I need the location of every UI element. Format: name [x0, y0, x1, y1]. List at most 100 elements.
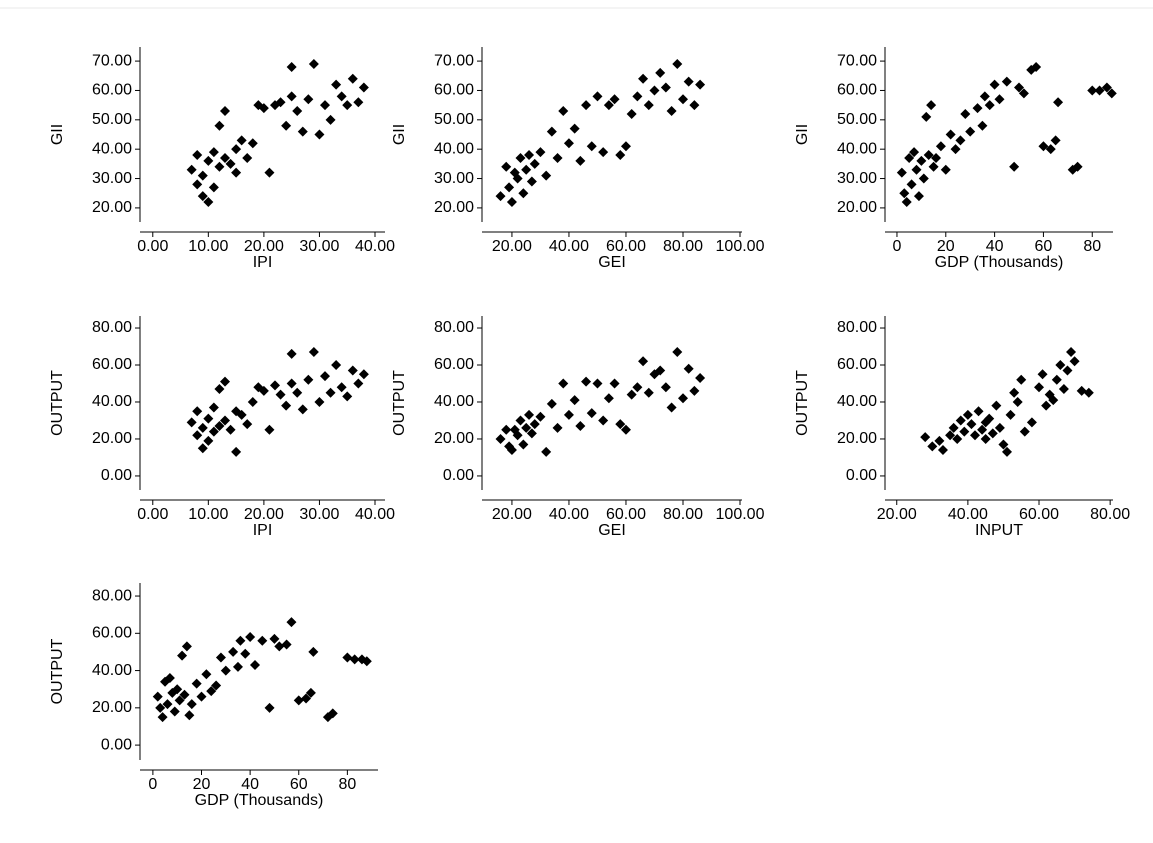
point	[672, 59, 683, 70]
point	[524, 150, 535, 161]
point	[535, 147, 546, 158]
point	[529, 419, 540, 430]
point	[918, 173, 929, 184]
point	[931, 152, 942, 163]
point	[1087, 85, 1098, 96]
y-tick-label: 20.00	[837, 430, 877, 447]
point	[529, 158, 540, 169]
point	[201, 669, 212, 680]
point	[916, 155, 927, 166]
point	[1050, 135, 1061, 146]
point	[292, 106, 303, 117]
y-tick-label: 80.00	[92, 319, 132, 336]
y-tick-label: 20.00	[837, 199, 877, 216]
point	[948, 422, 959, 433]
x-tick-label: 0.00	[137, 506, 168, 523]
point	[977, 424, 988, 435]
point	[152, 691, 163, 702]
point	[987, 428, 998, 439]
point	[320, 371, 330, 382]
point	[980, 433, 991, 444]
point	[626, 108, 637, 119]
point	[361, 656, 372, 667]
point	[1051, 374, 1062, 385]
point	[197, 191, 208, 202]
y-axis-label: OUTPUT	[391, 370, 408, 436]
point	[1012, 396, 1023, 407]
point	[342, 652, 353, 663]
y-tick-label: 0.00	[846, 467, 877, 484]
point	[349, 654, 360, 665]
y-axis-label: GII	[391, 124, 408, 145]
x-tick-label: 0	[148, 776, 157, 793]
y-tick-label: 60.00	[837, 82, 877, 99]
point	[314, 396, 325, 407]
x-tick-label: 20	[937, 238, 955, 255]
point	[215, 652, 226, 663]
point	[962, 409, 973, 420]
point	[563, 409, 574, 420]
y-tick-label: 60.00	[92, 82, 132, 99]
point	[247, 138, 258, 149]
point	[535, 411, 546, 422]
point	[1018, 88, 1029, 99]
x-tick-label: 100.00	[716, 506, 765, 523]
point	[192, 406, 203, 417]
point	[231, 167, 242, 178]
point	[258, 103, 269, 114]
point	[206, 686, 217, 697]
point	[575, 421, 586, 432]
point	[495, 433, 506, 444]
point	[512, 173, 523, 184]
point	[177, 650, 188, 661]
point	[952, 433, 963, 444]
point	[196, 691, 207, 702]
point	[197, 170, 208, 181]
point	[211, 680, 222, 691]
point	[236, 409, 247, 420]
point	[1069, 356, 1080, 367]
point	[994, 422, 1005, 433]
y-tick-label: 70.00	[434, 52, 474, 69]
point	[225, 424, 236, 435]
point	[192, 179, 203, 190]
point	[297, 404, 308, 415]
y-tick-label: 20.00	[92, 199, 132, 216]
point	[1009, 387, 1020, 398]
y-axis-label: OUTPUT	[49, 638, 66, 704]
y-tick-label: 60.00	[434, 356, 474, 373]
x-tick-label: 20.00	[244, 506, 284, 523]
y-tick-label: 40.00	[434, 140, 474, 157]
x-axis-label: GEI	[598, 522, 626, 539]
point	[303, 374, 314, 385]
point	[220, 376, 230, 387]
point	[197, 443, 208, 454]
point	[979, 91, 990, 102]
point	[989, 79, 1000, 90]
point	[558, 106, 569, 117]
point	[228, 646, 239, 657]
y-tick-label: 60.00	[837, 356, 877, 373]
point	[169, 706, 180, 717]
point	[203, 435, 214, 446]
y-tick-label: 80.00	[434, 319, 474, 336]
point	[342, 391, 353, 402]
point	[214, 421, 225, 432]
point	[1026, 417, 1037, 428]
point	[353, 378, 364, 389]
point	[1053, 97, 1064, 108]
y-tick-label: 60.00	[92, 625, 132, 642]
point	[655, 365, 666, 376]
point	[320, 100, 330, 111]
point	[945, 129, 956, 140]
y-axis-label: GII	[794, 124, 811, 145]
point	[281, 400, 292, 411]
point	[236, 135, 247, 146]
point	[192, 150, 203, 161]
point	[643, 387, 654, 398]
x-tick-label: 40.00	[355, 506, 395, 523]
point	[541, 170, 552, 181]
point	[1031, 61, 1042, 72]
point	[297, 126, 308, 137]
point	[626, 389, 637, 400]
